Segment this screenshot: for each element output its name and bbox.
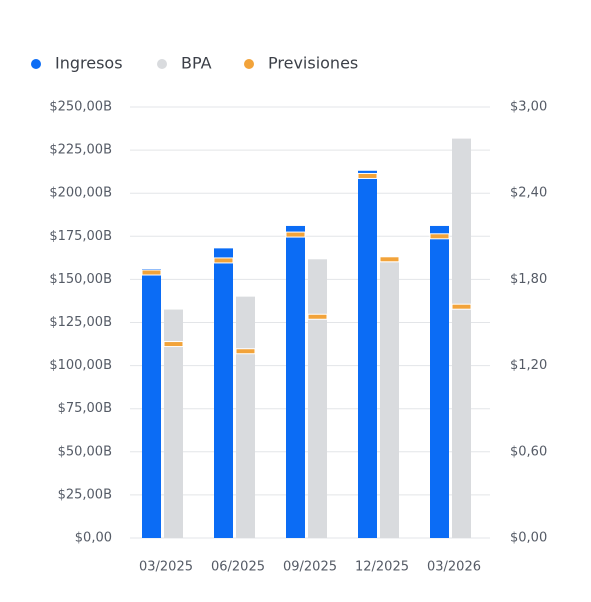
x-tick-label: 09/2025 bbox=[283, 560, 337, 575]
y-tick-label: $150,00B bbox=[49, 272, 112, 287]
bar bbox=[164, 309, 183, 538]
bar bbox=[358, 170, 377, 538]
legend-label: Previsiones bbox=[268, 54, 358, 73]
bar bbox=[236, 296, 255, 538]
bar bbox=[286, 225, 305, 538]
legend-marker bbox=[244, 59, 254, 69]
y-tick-label: $200,00B bbox=[49, 186, 112, 201]
y-tick-label: $75,00B bbox=[58, 401, 112, 416]
y2-tick-label: $0,60 bbox=[510, 444, 547, 459]
forecast-marker bbox=[285, 231, 306, 238]
y-tick-label: $100,00B bbox=[49, 358, 112, 373]
forecast-marker bbox=[451, 303, 472, 310]
bar bbox=[430, 225, 449, 538]
forecast-marker bbox=[307, 313, 328, 320]
bar bbox=[214, 248, 233, 539]
forecast-marker bbox=[141, 269, 162, 276]
y2-tick-label: $2,40 bbox=[510, 186, 547, 201]
bar bbox=[308, 259, 327, 538]
bar bbox=[142, 269, 161, 538]
forecast-marker bbox=[357, 172, 378, 179]
x-tick-label: 12/2025 bbox=[355, 560, 409, 575]
y2-tick-label: $1,80 bbox=[510, 272, 547, 287]
y-tick-label: $25,00B bbox=[58, 487, 112, 502]
legend-marker bbox=[157, 59, 167, 69]
y2-tick-label: $3,00 bbox=[510, 100, 547, 115]
y-tick-label: $0,00 bbox=[75, 531, 112, 546]
forecast-marker bbox=[379, 256, 400, 263]
y-tick-label: $250,00B bbox=[49, 100, 112, 115]
x-tick-label: 03/2025 bbox=[139, 560, 193, 575]
legend-marker bbox=[31, 59, 41, 69]
forecast-marker bbox=[429, 233, 450, 240]
forecast-marker bbox=[235, 348, 256, 355]
y2-tick-label: $0,00 bbox=[510, 531, 547, 546]
forecast-marker bbox=[163, 341, 184, 348]
y2-tick-label: $1,20 bbox=[510, 358, 547, 373]
y-tick-label: $50,00B bbox=[58, 444, 112, 459]
bar bbox=[452, 138, 471, 538]
legend-label: BPA bbox=[181, 54, 212, 73]
x-tick-label: 06/2025 bbox=[211, 560, 265, 575]
y-tick-label: $225,00B bbox=[49, 143, 112, 158]
forecast-marker bbox=[213, 257, 234, 264]
legend-label: Ingresos bbox=[55, 54, 123, 73]
x-tick-label: 03/2026 bbox=[427, 560, 481, 575]
y-tick-label: $125,00B bbox=[49, 315, 112, 330]
bar bbox=[380, 262, 399, 538]
y-tick-label: $175,00B bbox=[49, 229, 112, 244]
